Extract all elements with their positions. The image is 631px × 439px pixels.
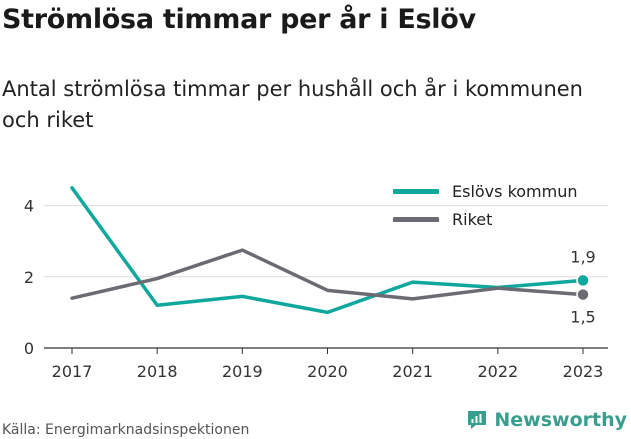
brand-logo: Newsworthy xyxy=(466,409,627,431)
y-tick-label: 0 xyxy=(24,339,34,358)
newsworthy-chat-chart-icon xyxy=(466,409,488,431)
series-line-0 xyxy=(70,186,585,315)
series-line-1 xyxy=(70,248,585,301)
series-lines: 1,9 1,5 xyxy=(70,186,596,327)
source-note: Källa: Energimarknadsinspektionen xyxy=(2,422,250,438)
x-tick-label: 2017 xyxy=(52,362,93,381)
end-point-marker xyxy=(576,287,590,302)
chart-subtitle: Antal strömlösa timmar per hushåll och å… xyxy=(2,77,583,132)
end-value-label: 1,9 xyxy=(570,247,595,266)
x-tick-label: 2022 xyxy=(477,362,518,381)
x-tick-label: 2019 xyxy=(222,362,263,381)
legend: Eslövs kommun Riket xyxy=(393,182,578,229)
x-tick-label: 2020 xyxy=(307,362,348,381)
legend-swatch xyxy=(393,217,439,222)
brand-name: Newsworthy xyxy=(494,409,627,431)
end-point-marker xyxy=(576,273,590,288)
x-tick-label: 2021 xyxy=(392,362,433,381)
legend-swatch xyxy=(393,189,439,194)
x-tick-label: 2018 xyxy=(137,362,178,381)
end-value-label: 1,5 xyxy=(570,308,595,327)
grid-lines xyxy=(44,205,608,349)
y-tick-label: 2 xyxy=(24,268,34,287)
legend-label: Riket xyxy=(452,210,492,229)
x-tick-label: 2023 xyxy=(563,362,604,381)
axes: 0 2 4 2017 2018 2019 2020 2021 2022 2023 xyxy=(24,197,604,381)
chart-title: Strömlösa timmar per år i Eslöv xyxy=(2,4,476,35)
y-tick-label: 4 xyxy=(24,197,34,216)
legend-label: Eslövs kommun xyxy=(452,182,578,201)
